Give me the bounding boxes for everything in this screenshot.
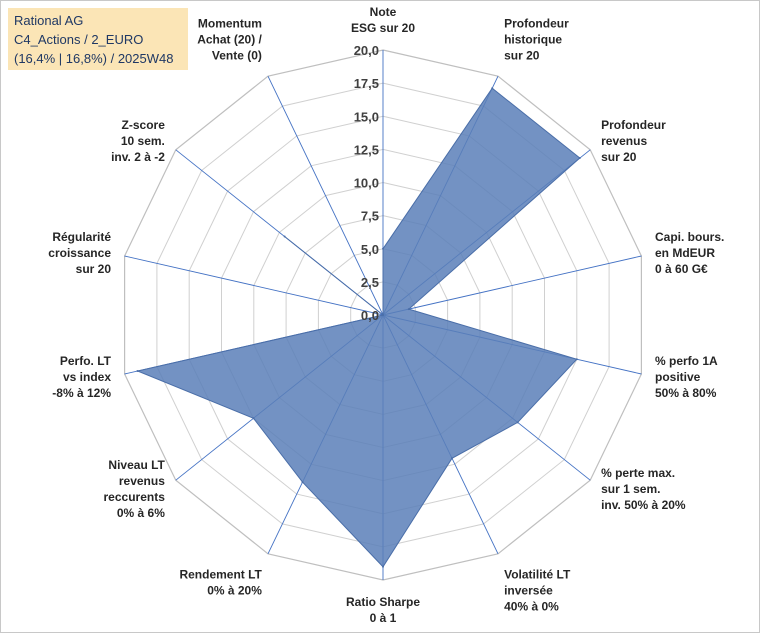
axis-label-line: revenus [119,474,165,488]
radar-tick-label: 0,0 [361,308,379,323]
radar-axis-spoke [267,76,384,316]
axis-label-line: Ratio Sharpe [346,595,420,609]
data-point [136,370,139,372]
axis-label-line: Régularité [52,230,111,244]
axis-label-line: Momentum [198,17,262,31]
title-company: Rational AG [14,13,84,28]
axis-label-line: en MdEUR [655,246,715,260]
radar-axis-spoke [124,255,384,316]
axis-label-line: Capi. bours. [655,230,724,244]
axis-label-line: % perfo 1A [655,354,718,368]
radar-tick-label: 7,5 [361,209,379,224]
axis-label-line: reccurents [104,490,166,504]
data-point [382,247,384,250]
axis-label-line: sur 1 sem. [601,482,660,496]
radar-axis-spoke [382,255,642,316]
axis-label: Niveau LT revenus reccurents 0% à 6% [104,458,166,520]
data-point [382,565,384,568]
radar-tick-label: 17,5 [354,76,379,91]
axis-label-line: positive [655,370,701,384]
data-point [301,481,304,484]
title-stats: (16,4% | 16,8%) / 2025W48 [14,51,174,66]
axis-label: Z-score 10 sem. inv. 2 à -2 [111,118,165,164]
axis-label-line: -8% à 12% [52,386,111,400]
axis-label: Capi. bours. en MdEUR 0 à 60 G€ [655,230,724,276]
axis-label-line: vs index [63,370,111,384]
data-point [451,457,453,460]
radar-tick-label: 15,0 [354,109,379,124]
radar-tick-label: 5,0 [361,242,379,257]
axis-label-line: Z-score [122,118,166,132]
axis-label: % perte max. sur 1 sem. inv. 50% à 20% [601,466,686,512]
axis-label-line: revenus [601,134,647,148]
axis-label-line: 0% à 6% [117,506,165,520]
axis-label-line: inversée [504,583,553,597]
axis-label-line: sur 20 [601,150,637,164]
axis-label-line: Perfo. LT [60,354,112,368]
axis-label: % perfo 1A positive 50% à 80% [655,354,718,400]
title-category: C4_Actions / 2_EURO [14,32,144,47]
data-point [516,421,519,424]
data-point [491,87,494,90]
axis-label: Perfo. LT vs index -8% à 12% [52,354,111,400]
axis-label-line: inv. 2 à -2 [111,150,165,164]
axis-label-line: sur 20 [76,262,112,276]
axis-label: Note ESG sur 20 [351,5,415,35]
axis-label-line: inv. 50% à 20% [601,498,686,512]
axis-label: Momentum Achat (20) / Vente (0) [197,17,262,63]
data-point [575,358,578,361]
data-point [382,314,384,316]
axis-label-line: Note [370,5,397,19]
radar-tick-label: 10,0 [354,176,379,191]
radar-tick-label: 20,0 [354,43,379,58]
axis-label: Profondeur revenus sur 20 [601,118,666,164]
axis-label-line: 40% à 0% [504,599,559,613]
radar-tick-label: 2,5 [361,275,379,290]
axis-label-line: 0 à 1 [370,611,397,625]
chart-title-box: Rational AG C4_Actions / 2_EURO (16,4% |… [8,8,188,70]
axis-label-line: historique [504,33,562,47]
radar-tick-label: 12,5 [354,142,379,157]
data-point [252,417,255,420]
data-point [407,308,410,311]
axis-label-line: croissance [48,246,111,260]
axis-label: Ratio Sharpe 0 à 1 [346,595,420,625]
axis-label: Régularité croissance sur 20 [48,230,111,276]
axis-label-line: 0% à 20% [207,583,262,597]
axis-label-line: ESG sur 20 [351,21,415,35]
axis-label-line: Profondeur [601,118,666,132]
axis-label-line: 10 sem. [121,134,165,148]
axis-label-line: Achat (20) / [197,33,262,47]
axis-label: Rendement LT 0% à 20% [179,567,262,597]
data-point [283,235,286,238]
axis-label-line: Volatilité LT [504,567,571,581]
axis-label-line: Rendement LT [179,567,262,581]
axis-label-line: Vente (0) [212,49,262,63]
axis-label: Profondeur historique sur 20 [504,17,569,63]
axis-label-line: % perte max. [601,466,675,480]
data-point [578,157,581,159]
axis-label-line: Profondeur [504,17,569,31]
data-series-area [135,87,581,568]
axis-label-line: sur 20 [504,49,540,63]
axis-label: Volatilité LT inversée 40% à 0% [504,567,571,613]
axis-label-line: 50% à 80% [655,386,717,400]
axis-label-line: 0 à 60 G€ [655,262,708,276]
axis-label-line: Niveau LT [108,458,165,472]
